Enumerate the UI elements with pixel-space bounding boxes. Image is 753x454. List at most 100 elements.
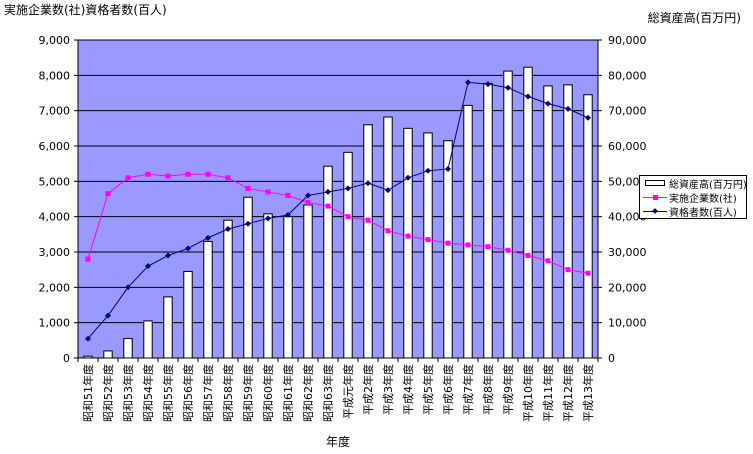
bar xyxy=(203,240,213,359)
point-marker xyxy=(365,217,371,223)
point-marker xyxy=(205,234,211,241)
x-tick-label: 平成5年度 xyxy=(421,364,435,415)
x-tick-label: 昭和51年度 xyxy=(81,364,95,422)
left-tick-label: 1,000 xyxy=(39,317,71,330)
bar xyxy=(503,70,513,359)
bar xyxy=(383,116,393,359)
right-tick-label: 0 xyxy=(608,352,615,365)
right-tick-label: 70,000 xyxy=(608,105,647,118)
line-series xyxy=(85,79,591,342)
point-marker xyxy=(545,258,551,264)
left-tick-label: 7,000 xyxy=(39,105,71,118)
right-tick-label: 20,000 xyxy=(608,281,647,294)
x-tick-label: 昭和58年度 xyxy=(221,364,235,422)
point-marker xyxy=(505,84,511,91)
legend-bar-swatch xyxy=(643,177,667,190)
point-marker xyxy=(265,215,271,222)
x-tick-label: 平成8年度 xyxy=(481,364,495,415)
right-tick-label: 40,000 xyxy=(608,211,647,224)
bar xyxy=(263,213,273,359)
bar xyxy=(143,320,153,359)
point-marker xyxy=(125,284,131,291)
series-line xyxy=(87,81,589,339)
bar xyxy=(163,296,173,359)
point-marker xyxy=(225,175,231,181)
x-tick-label: 平成3年度 xyxy=(381,364,395,415)
point-marker xyxy=(145,263,151,270)
x-tick-label: 平成12年度 xyxy=(561,364,575,422)
series-line xyxy=(87,173,589,274)
left-tick-label: 2,000 xyxy=(39,281,71,294)
point-marker xyxy=(185,171,191,177)
legend-label: 資格者数(百人) xyxy=(669,208,737,219)
point-marker xyxy=(445,240,451,246)
bar xyxy=(303,204,313,359)
bar xyxy=(443,140,453,359)
point-marker xyxy=(485,244,491,250)
point-marker xyxy=(285,192,291,198)
point-marker xyxy=(325,188,331,195)
point-marker xyxy=(445,165,451,172)
point-marker xyxy=(105,191,111,197)
x-tick-label: 昭和60年度 xyxy=(261,364,275,422)
x-tick-label: 昭和53年度 xyxy=(121,364,135,422)
point-marker xyxy=(305,200,311,206)
right-tick-label: 30,000 xyxy=(608,246,647,259)
point-marker xyxy=(245,185,251,191)
bar xyxy=(183,270,193,359)
axes: 0 1,000 2,000 3,000 4,000 5,000 6,000 7,000 8,00… xyxy=(39,34,647,422)
bar xyxy=(403,127,413,359)
x-tick-label: 平成7年度 xyxy=(461,364,475,415)
point-marker xyxy=(85,256,91,262)
point-marker xyxy=(585,114,591,121)
point-marker xyxy=(465,79,471,86)
point-marker xyxy=(525,253,531,259)
legend-item-qualified: 資格者数(百人) xyxy=(643,205,737,219)
point-marker xyxy=(245,220,251,227)
bar xyxy=(543,85,553,359)
bar xyxy=(283,216,293,359)
x-tick-label: 昭和54年度 xyxy=(141,364,155,422)
plot-area xyxy=(77,39,599,359)
x-tick-label: 昭和57年度 xyxy=(201,364,215,422)
x-tick-label: 昭和62年度 xyxy=(301,364,315,422)
left-tick-label: 9,000 xyxy=(39,34,71,47)
point-marker xyxy=(405,233,411,239)
legend-item-assets: 総資産高(百万円) xyxy=(643,177,747,191)
legend-item-companies: 実施企業数(社) xyxy=(643,191,737,205)
left-tick-label: 8,000 xyxy=(39,69,71,82)
point-marker xyxy=(405,174,411,181)
right-axis-title: 総資産高(百万円) xyxy=(647,11,741,25)
legend: 総資産高(百万円) 実施企業数(社) 資格者数(百人) xyxy=(639,175,747,219)
point-marker xyxy=(125,175,131,181)
point-marker xyxy=(565,105,571,112)
x-tick-label: 平成6年度 xyxy=(441,364,455,415)
point-marker xyxy=(345,185,351,192)
bar xyxy=(343,151,353,359)
x-axis-title: 年度 xyxy=(326,434,350,449)
legend-label: 総資産高(百万円) xyxy=(669,180,747,191)
point-marker xyxy=(365,180,371,187)
x-tick-label: 昭和61年度 xyxy=(281,364,295,422)
point-marker xyxy=(385,187,391,194)
x-tick-label: 平成4年度 xyxy=(401,364,415,415)
x-tick-label: 平成9年度 xyxy=(501,364,515,415)
right-tick-label: 50,000 xyxy=(608,175,647,188)
point-marker xyxy=(505,247,511,253)
x-tick-label: 昭和55年度 xyxy=(161,364,175,422)
point-marker xyxy=(165,173,171,179)
right-tick-label: 60,000 xyxy=(608,140,647,153)
right-tick-label: 90,000 xyxy=(608,34,647,47)
point-marker xyxy=(285,211,291,218)
point-marker xyxy=(585,270,591,276)
point-marker xyxy=(85,335,91,342)
point-marker xyxy=(425,237,431,243)
left-axis-title: 実施企業数(社)資格者数(百人) xyxy=(4,3,167,17)
bar xyxy=(423,132,433,359)
point-marker xyxy=(545,100,551,107)
x-tick-label: 昭和56年度 xyxy=(181,364,195,422)
x-tick-label: 平成元年度 xyxy=(341,364,355,419)
point-marker xyxy=(185,245,191,252)
x-tick-label: 平成10年度 xyxy=(521,364,535,422)
